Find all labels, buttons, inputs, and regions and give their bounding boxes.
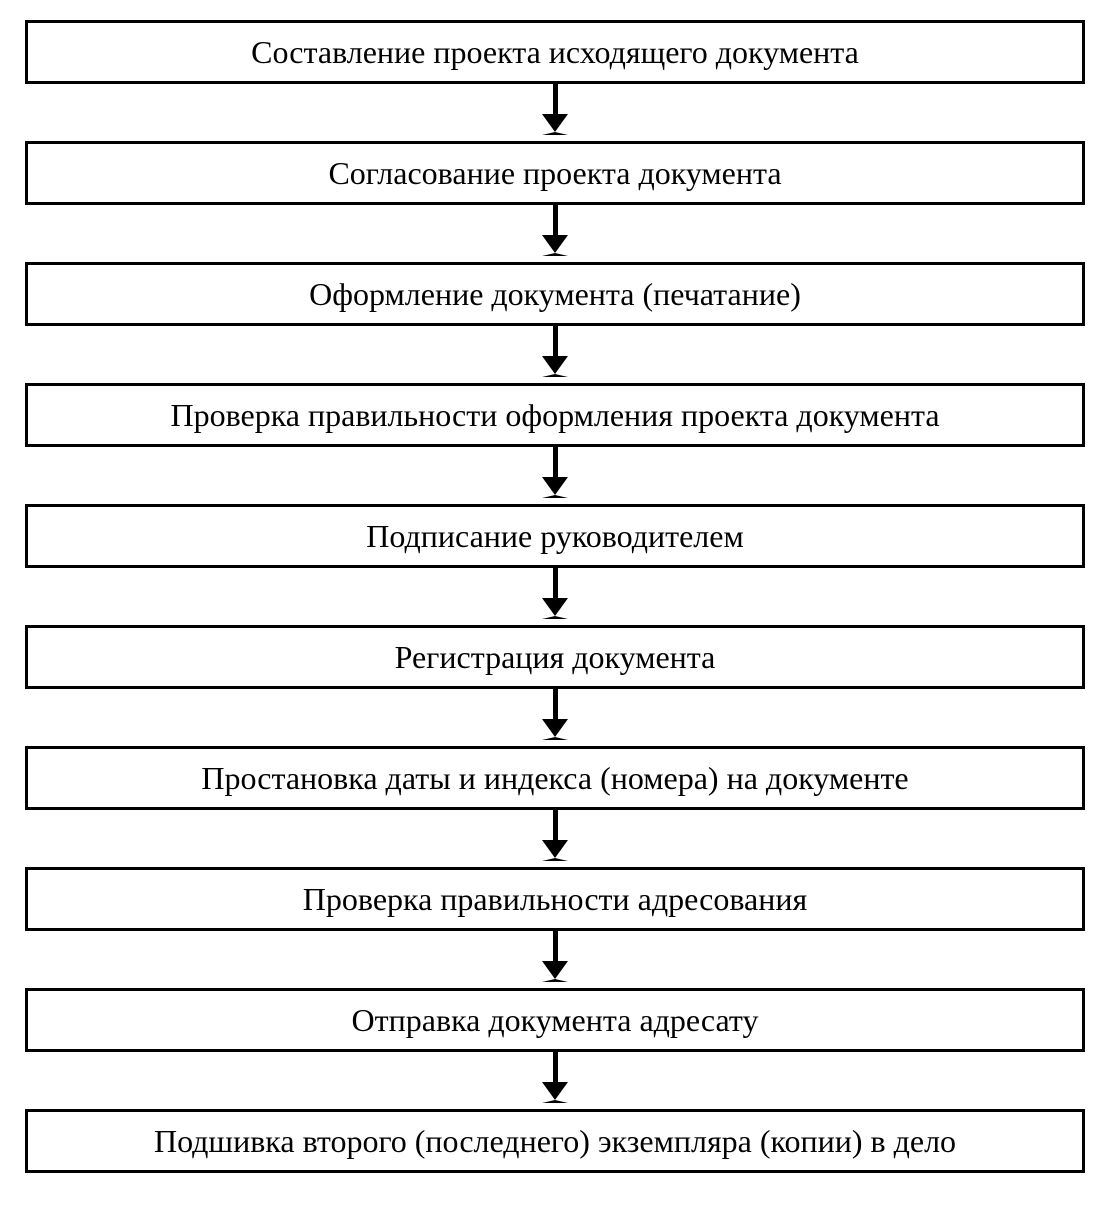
arrow-stem: [553, 568, 558, 598]
arrow-stem: [553, 205, 558, 235]
arrow-head-icon: [542, 356, 568, 377]
arrow-stem: [553, 84, 558, 114]
flow-node: Согласование проекта документа: [25, 141, 1085, 205]
arrow-head-icon: [542, 719, 568, 740]
arrow-stem: [553, 689, 558, 719]
arrow-icon: [542, 568, 568, 619]
arrow-stem: [553, 326, 558, 356]
arrow-stem: [553, 810, 558, 840]
flow-node: Составление проекта исходящего документа: [25, 20, 1085, 84]
node-label: Подписание руководителем: [366, 517, 743, 555]
arrow-icon: [542, 810, 568, 861]
flow-node: Отправка документа адресату: [25, 988, 1085, 1052]
node-label: Согласование проекта документа: [328, 154, 781, 192]
node-label: Проверка правильности адресования: [303, 880, 807, 918]
node-label: Проверка правильности оформления проекта…: [170, 396, 939, 434]
arrow-stem: [553, 447, 558, 477]
arrow-head-icon: [542, 1082, 568, 1103]
flowchart-container: Составление проекта исходящего документа…: [25, 20, 1085, 1173]
arrow-head-icon: [542, 840, 568, 861]
arrow-icon: [542, 326, 568, 377]
arrow-head-icon: [542, 477, 568, 498]
flow-node: Проверка правильности адресования: [25, 867, 1085, 931]
arrow-icon: [542, 1052, 568, 1103]
arrow-icon: [542, 84, 568, 135]
arrow-icon: [542, 931, 568, 982]
arrow-head-icon: [542, 598, 568, 619]
node-label: Подшивка второго (последнего) экземпляра…: [154, 1122, 956, 1160]
flow-node: Подписание руководителем: [25, 504, 1085, 568]
node-label: Составление проекта исходящего документа: [251, 33, 859, 71]
arrow-head-icon: [542, 235, 568, 256]
arrow-icon: [542, 689, 568, 740]
arrow-icon: [542, 205, 568, 256]
flow-node: Простановка даты и индекса (номера) на д…: [25, 746, 1085, 810]
node-label: Отправка документа адресату: [352, 1001, 759, 1039]
flow-node: Оформление документа (печатание): [25, 262, 1085, 326]
arrow-stem: [553, 931, 558, 961]
arrow-stem: [553, 1052, 558, 1082]
arrow-head-icon: [542, 114, 568, 135]
flow-node: Проверка правильности оформления проекта…: [25, 383, 1085, 447]
node-label: Оформление документа (печатание): [309, 275, 801, 313]
arrow-head-icon: [542, 961, 568, 982]
flow-node: Подшивка второго (последнего) экземпляра…: [25, 1109, 1085, 1173]
arrow-icon: [542, 447, 568, 498]
flow-node: Регистрация документа: [25, 625, 1085, 689]
node-label: Простановка даты и индекса (номера) на д…: [201, 759, 908, 797]
node-label: Регистрация документа: [395, 638, 716, 676]
